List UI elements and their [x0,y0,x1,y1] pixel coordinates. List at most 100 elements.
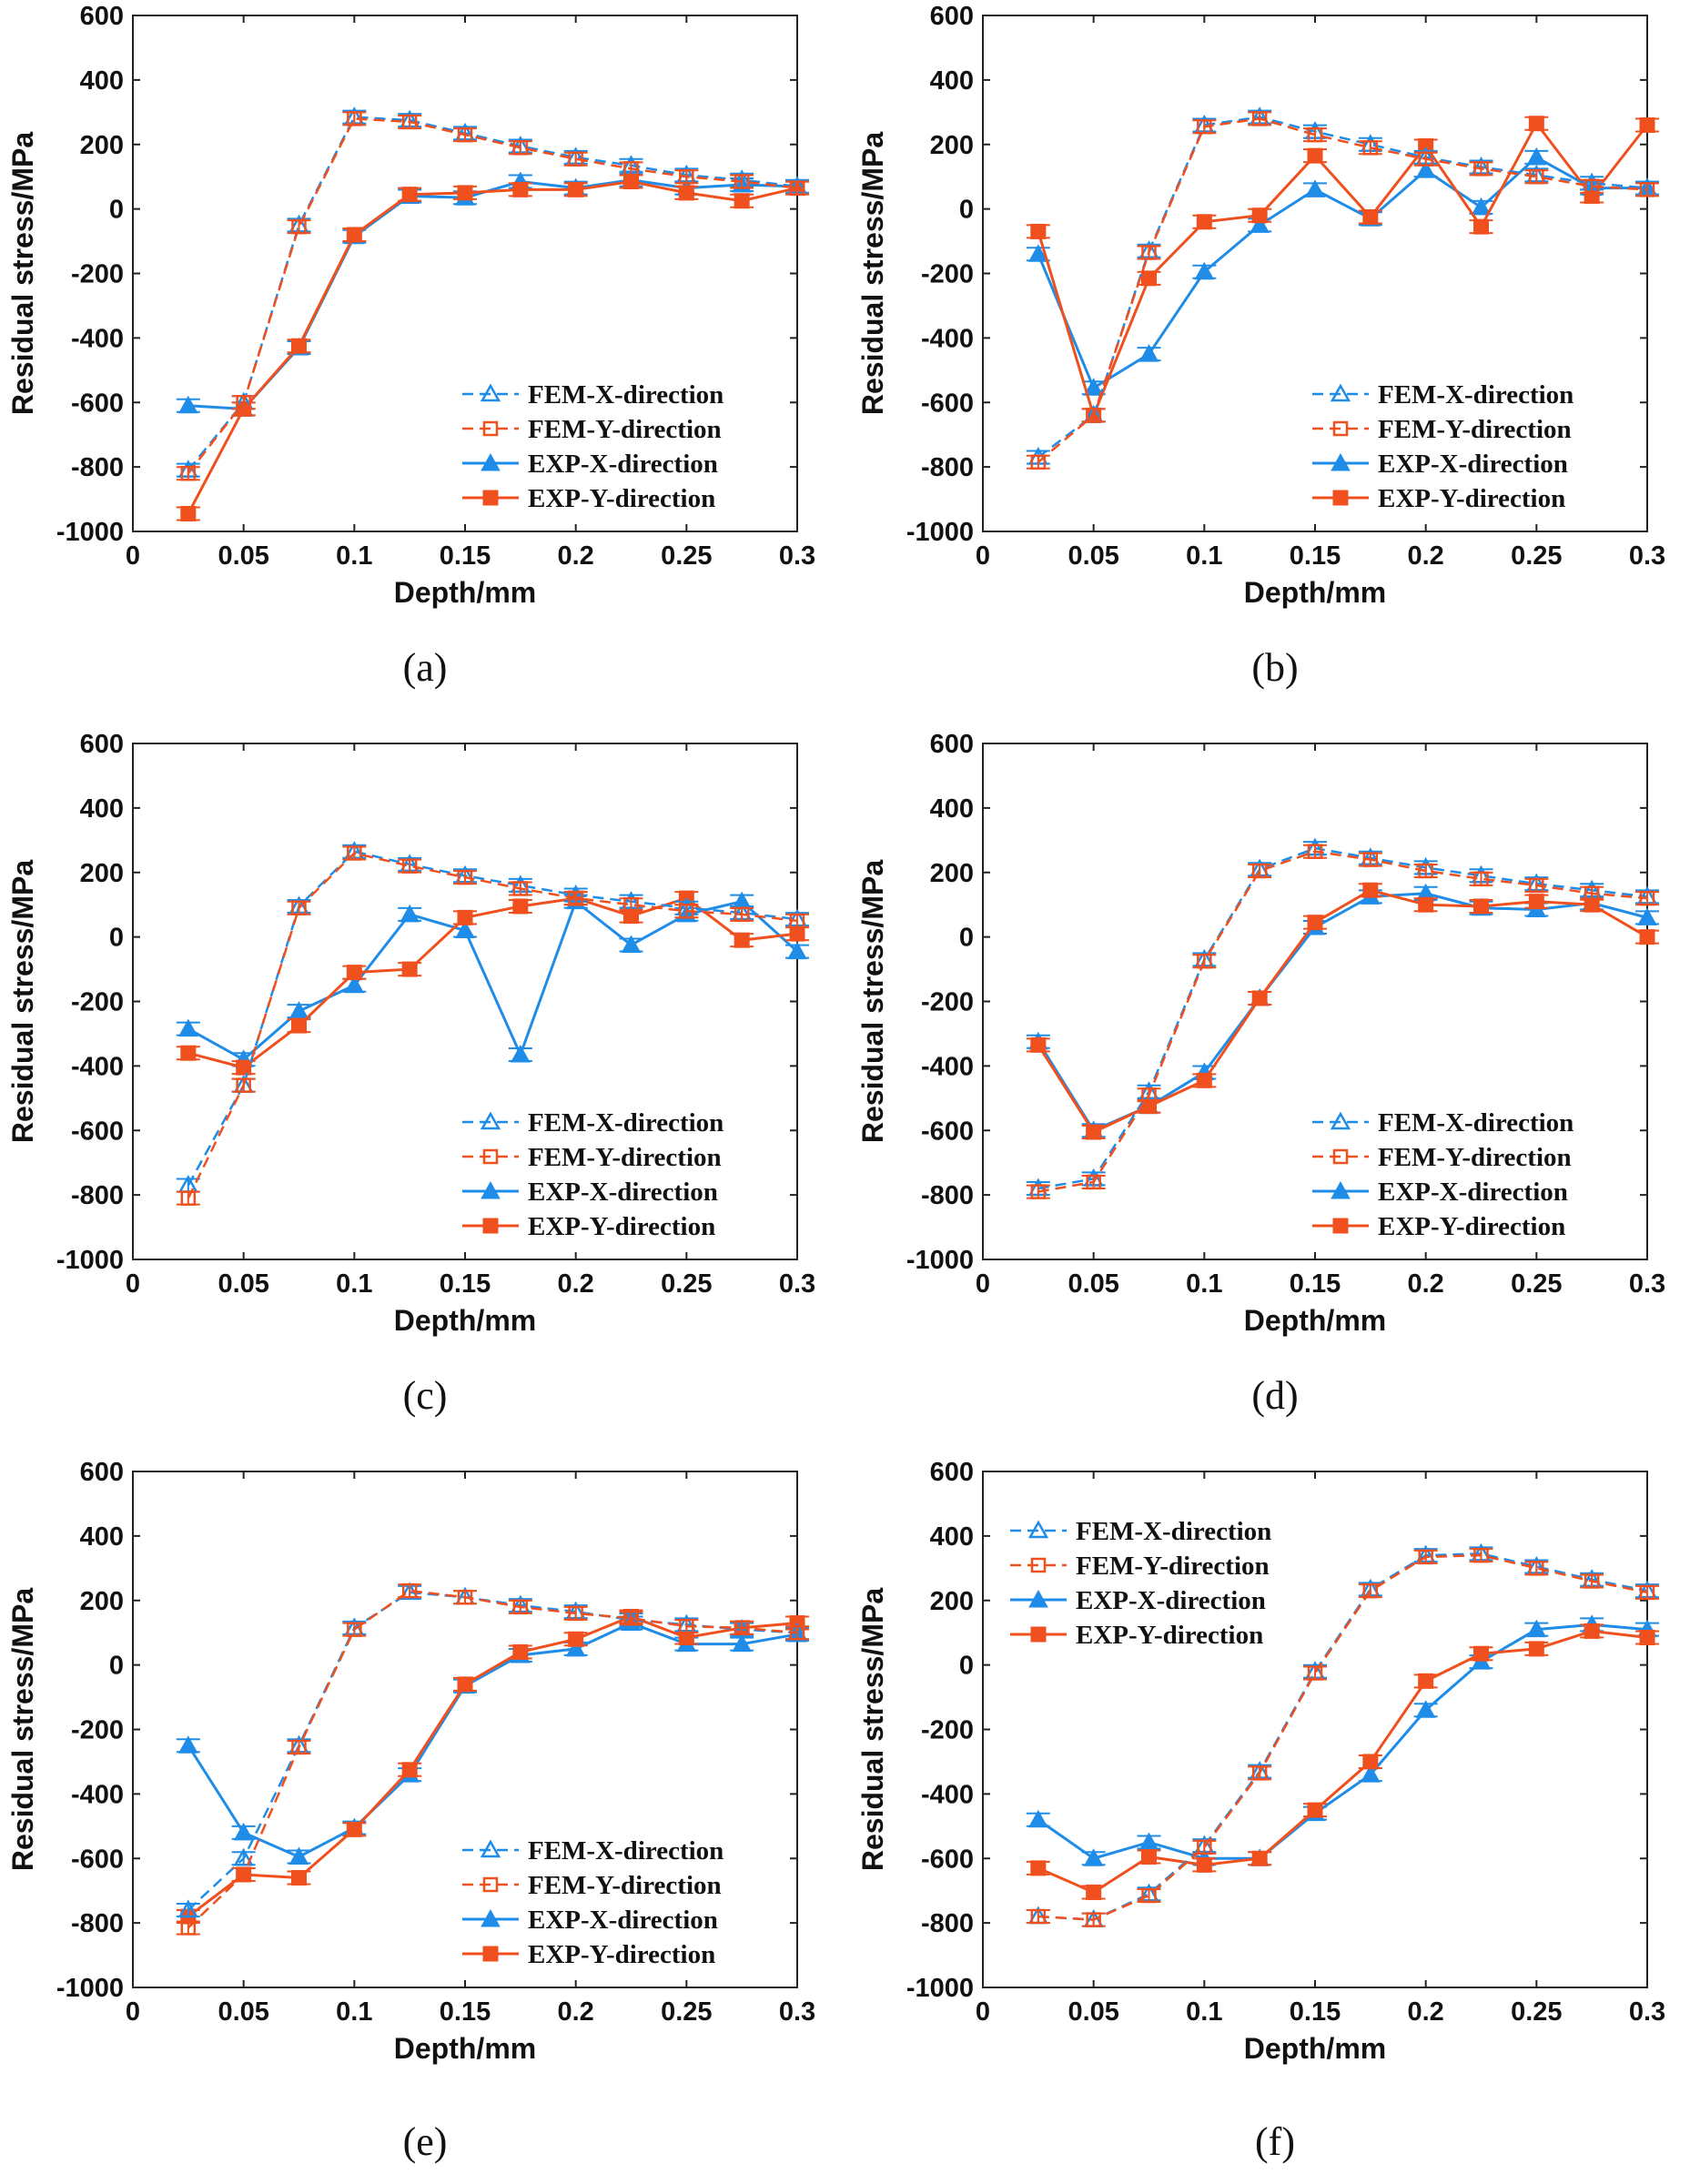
x-tick-label: 0 [976,1269,990,1299]
data-point-fem-y [1197,1839,1212,1855]
data-point-fem-y [347,111,362,126]
data-point-fem-x [177,1899,198,1918]
legend-marker [1030,1626,1047,1643]
data-point-exp-y [1251,207,1268,224]
data-point-exp-y [512,181,529,197]
data-point-exp-y [1307,915,1323,931]
data-point-fem-y [1529,877,1544,894]
data-point-fem-y [789,1624,805,1641]
data-point-fem-y [401,114,418,130]
legend-marker [482,1946,499,1962]
data-point-fem-y [1197,953,1212,969]
legend-label: EXP-Y-direction [528,1940,715,1969]
y-tick-label: 0 [109,924,124,953]
x-tick-label: 0.05 [1068,541,1118,571]
legend-label: EXP-Y-direction [1378,484,1565,513]
legend-marker [482,1148,499,1165]
data-point-fem-y [512,140,529,156]
data-point-fem-y [1086,408,1101,423]
y-tick-label: -1000 [906,1974,974,2003]
series-line-exp-y [1037,1629,1648,1895]
panel-caption: (f) [1255,2119,1295,2164]
x-tick-label: 0.1 [336,1997,372,2027]
y-tick-label: -1000 [56,1974,124,2003]
data-point-exp-y [678,185,694,201]
legend-label: FEM-X-direction [1076,1517,1271,1546]
legend-item: FEM-X-direction [1010,1517,1271,1546]
data-point-exp-y [401,961,418,977]
y-tick-label: -200 [71,260,124,289]
x-tick-label: 0 [976,541,990,571]
data-point-exp-y [1528,1641,1544,1657]
data-point-exp-y [1196,214,1212,230]
data-point-fem-y [180,1190,197,1206]
legend-label: FEM-X-direction [528,380,724,410]
series-fem-x [176,841,809,1193]
legend-item: FEM-Y-direction [1312,415,1572,444]
data-point-exp-y [1030,223,1047,239]
x-tick-label: 0.05 [218,1269,268,1299]
legend-marker [1332,1148,1349,1165]
data-point-exp-x [510,1044,531,1063]
legend-item: EXP-X-direction [462,450,718,479]
x-tick-label: 0.1 [1186,1997,1222,2027]
x-tick-label: 0.15 [440,1997,491,2027]
chart-svg: 0 0.05 0.1 0.15 0.2 0.25 0.3 600 400 200 0 -200 -400… [856,2,1665,609]
x-tick-label: 0 [126,1997,140,2027]
data-point-fem-y [679,168,694,185]
series-line-exp-x [1037,156,1647,390]
data-point-fem-y [291,900,307,915]
x-tick-label: 0.3 [1629,1997,1665,2027]
data-point-exp-y [623,174,639,190]
x-tick-label: 0.1 [1186,541,1222,571]
legend-marker [482,1218,499,1234]
legend-label: EXP-X-direction [1378,1178,1568,1207]
series-line-exp-x [1037,892,1648,1133]
legend-label: FEM-X-direction [1378,380,1574,410]
legend-marker [482,490,499,506]
legend-item: FEM-Y-direction [462,1871,722,1900]
data-point-fem-y [1030,1908,1047,1925]
series-fem-y [1026,1547,1659,1927]
data-point-exp-x [565,1638,586,1657]
legend-item: FEM-X-direction [462,380,724,410]
panel-caption: (a) [402,645,448,690]
data-point-exp-x [1415,1700,1436,1718]
data-point-exp-y [291,1870,307,1886]
x-tick-label: 0 [976,1997,990,2027]
legend-label: EXP-Y-direction [528,484,715,513]
panel-caption: (e) [402,2119,448,2164]
legend-item: EXP-Y-direction [1312,1212,1565,1241]
legend-item: FEM-Y-direction [1312,1143,1572,1172]
series-line-fem-y [187,117,798,474]
y-tick-label: -800 [71,1181,124,1210]
y-tick-label: 400 [930,66,974,96]
series-line-exp-x [187,178,798,410]
data-point-fem-y [1529,168,1544,185]
data-point-fem-y [1418,1549,1433,1565]
data-point-exp-y [291,338,307,354]
data-point-exp-y [457,185,473,201]
data-point-exp-x [177,1735,198,1754]
legend-item: FEM-Y-direction [462,415,722,444]
data-point-exp-x [1637,907,1657,925]
legend-label: FEM-Y-direction [1378,1143,1572,1172]
data-point-fem-y [1473,1547,1489,1563]
y-tick-label: -1000 [56,518,124,547]
x-tick-label: 0.3 [1629,1269,1665,1299]
y-tick-label: -1000 [906,1246,974,1275]
data-point-exp-y [568,1631,584,1647]
data-point-fem-y [1473,161,1489,177]
series-exp-y [1026,882,1659,1140]
data-point-fem-y [1584,1573,1600,1589]
series-exp-x [1026,883,1659,1138]
legend-label: EXP-X-direction [528,1178,718,1207]
series-exp-y [1026,116,1659,423]
data-point-exp-y [1584,1623,1600,1639]
y-tick-label: 200 [930,859,974,888]
series-line-exp-y [1037,120,1649,420]
data-point-fem-y [1639,1584,1655,1601]
data-point-fem-y [1141,245,1157,260]
x-tick-label: 0.3 [779,541,815,571]
data-point-fem-y [789,180,805,196]
